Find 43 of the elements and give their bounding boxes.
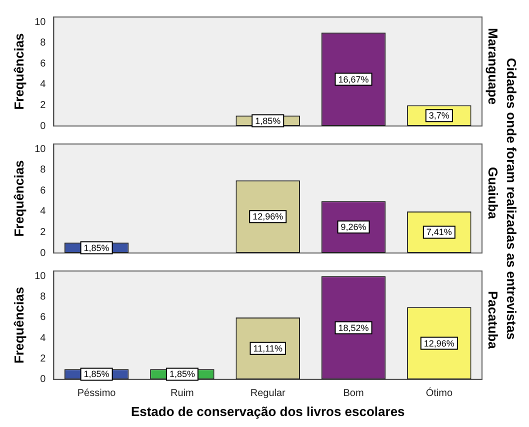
- y-tick-label: 8: [40, 38, 46, 49]
- y-tick-label: 2: [40, 100, 46, 111]
- y-tick-label: 10: [34, 144, 46, 155]
- y-tick-label: 10: [34, 270, 46, 282]
- y-tick-label: 2: [40, 354, 46, 364]
- x-tick-label: Regular: [250, 388, 286, 400]
- x-axis-title: Estado de conservação dos livros escolares: [130, 404, 405, 419]
- y-tick-label: 10: [34, 16, 46, 28]
- y-tick-label: 0: [40, 248, 46, 259]
- x-tick-label: Bom: [343, 388, 364, 400]
- annotation: 12,96%: [252, 212, 284, 222]
- y-tick-label: 4: [40, 79, 46, 90]
- y-tick-label: 2: [40, 226, 46, 238]
- annotation: 7,41%: [426, 227, 452, 238]
- y-axis-title: Frequências: [11, 33, 26, 110]
- y-tick-label: 0: [40, 374, 46, 386]
- x-tick-label: Ruim: [170, 388, 194, 400]
- annotation: 12,96%: [424, 338, 454, 348]
- text: Guaiuba: [486, 167, 500, 220]
- y-axis-title: Frequências: [11, 286, 26, 364]
- text: Pacatuba: [486, 290, 500, 348]
- annotation: 16,67%: [338, 74, 369, 84]
- annotation: 9,26%: [340, 222, 366, 232]
- y-axis-title: Frequências: [11, 160, 26, 237]
- y-tick-label: 8: [40, 164, 46, 176]
- annotation: 1,85%: [84, 242, 110, 253]
- y-tick-label: 6: [40, 58, 46, 70]
- y-tick-label: 0: [40, 120, 46, 132]
- text: Cidades onde foram realizadas as entrevistas: [504, 57, 519, 340]
- y-tick-label: 6: [40, 312, 46, 324]
- annotation: 3,7%: [428, 110, 450, 121]
- text: Maranguape: [486, 28, 500, 105]
- y-tick-label: 6: [40, 185, 46, 196]
- annotation: 1,85%: [84, 369, 110, 380]
- annotation: 1,85%: [169, 369, 195, 380]
- annotation: 1,85%: [255, 116, 281, 126]
- x-tick-label: Péssimo: [77, 388, 116, 400]
- y-tick-label: 8: [40, 292, 46, 303]
- annotation: 11,11%: [253, 343, 282, 354]
- y-tick-label: 4: [40, 206, 46, 218]
- annotation: 18,52%: [338, 322, 369, 333]
- y-tick-label: 4: [40, 332, 46, 344]
- x-tick-label: Ótimo: [426, 387, 453, 400]
